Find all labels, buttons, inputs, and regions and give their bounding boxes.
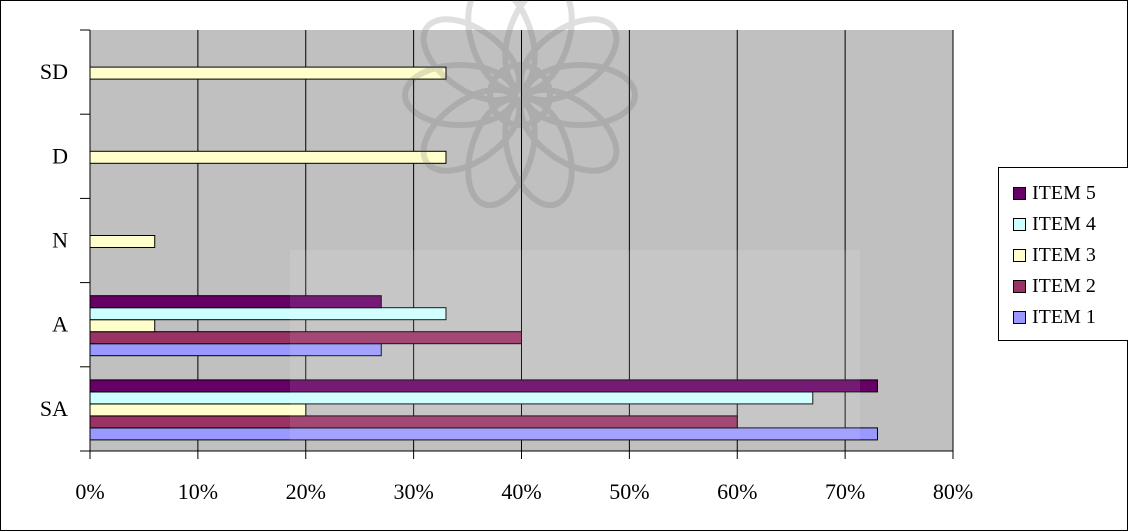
bar bbox=[89, 319, 156, 333]
legend-swatch bbox=[1013, 217, 1026, 231]
x-tick-label: 20% bbox=[286, 479, 326, 504]
category-label: A bbox=[52, 312, 68, 337]
bar bbox=[89, 403, 307, 417]
x-tick-label: 10% bbox=[178, 479, 218, 504]
legend-swatch bbox=[1013, 279, 1026, 293]
legend-swatch bbox=[1013, 186, 1026, 200]
bar bbox=[89, 66, 447, 80]
legend-item: ITEM 5 bbox=[1013, 181, 1096, 205]
legend-label: ITEM 3 bbox=[1032, 243, 1096, 266]
bar bbox=[89, 343, 382, 357]
bar bbox=[89, 307, 447, 321]
x-tick-label: 30% bbox=[393, 479, 433, 504]
x-tick-label: 80% bbox=[933, 479, 973, 504]
x-tick-label: 40% bbox=[501, 479, 541, 504]
legend: ITEM 5 ITEM 4 ITEM 3 ITEM 2 ITEM 1 bbox=[998, 167, 1128, 341]
legend-label: ITEM 4 bbox=[1032, 212, 1096, 235]
legend-item: ITEM 1 bbox=[1013, 305, 1096, 329]
bar bbox=[89, 235, 156, 248]
legend-item: ITEM 4 bbox=[1013, 212, 1096, 236]
x-tick-label: 60% bbox=[717, 479, 757, 504]
x-tick-label: 0% bbox=[75, 479, 104, 504]
bar bbox=[89, 415, 738, 429]
bar bbox=[89, 295, 382, 309]
bar bbox=[89, 427, 878, 441]
category-label: SD bbox=[40, 59, 68, 84]
category-label: D bbox=[52, 143, 68, 168]
bar bbox=[89, 331, 522, 345]
legend-item: ITEM 2 bbox=[1013, 274, 1096, 298]
bar bbox=[89, 391, 814, 405]
legend-label: ITEM 2 bbox=[1032, 274, 1096, 297]
category-label: SA bbox=[40, 396, 68, 421]
x-tick-label: 70% bbox=[825, 479, 865, 504]
x-tick-label: 50% bbox=[609, 479, 649, 504]
legend-item: ITEM 3 bbox=[1013, 243, 1096, 267]
legend-label: ITEM 1 bbox=[1032, 305, 1096, 328]
category-label: N bbox=[52, 228, 68, 253]
legend-label: ITEM 5 bbox=[1032, 181, 1096, 204]
legend-swatch bbox=[1013, 310, 1026, 324]
bar bbox=[89, 150, 447, 164]
bar bbox=[89, 379, 878, 393]
legend-swatch bbox=[1013, 248, 1026, 262]
